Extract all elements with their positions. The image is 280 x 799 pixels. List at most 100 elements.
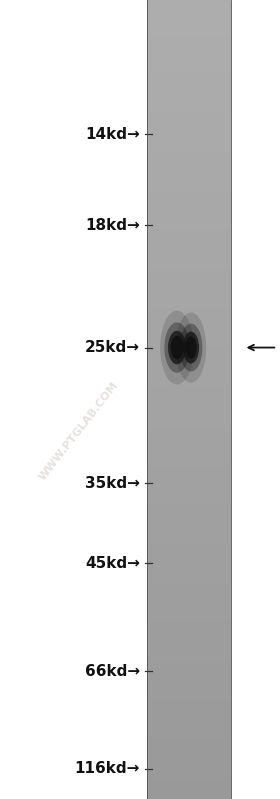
- Bar: [147, 149, 231, 152]
- Bar: [147, 781, 231, 783]
- Ellipse shape: [164, 323, 190, 372]
- Bar: [147, 392, 231, 394]
- Bar: [147, 447, 231, 450]
- Bar: [147, 682, 231, 685]
- Bar: [147, 32, 231, 34]
- Bar: [147, 663, 231, 666]
- Bar: [147, 245, 231, 248]
- Bar: [147, 597, 231, 599]
- Bar: [147, 482, 231, 485]
- Bar: [147, 653, 231, 655]
- Bar: [147, 242, 231, 245]
- Bar: [147, 634, 231, 637]
- Bar: [147, 114, 231, 117]
- Bar: [147, 647, 231, 650]
- Bar: [147, 16, 231, 18]
- Text: 45kd→: 45kd→: [85, 556, 140, 570]
- Bar: [147, 407, 231, 410]
- Bar: [147, 421, 231, 423]
- Bar: [147, 6, 231, 8]
- Text: 14kd→: 14kd→: [85, 127, 140, 141]
- Bar: [147, 575, 231, 578]
- Bar: [147, 650, 231, 653]
- Bar: [147, 50, 231, 54]
- Bar: [147, 138, 231, 141]
- Bar: [147, 320, 231, 322]
- Bar: [147, 759, 231, 761]
- Bar: [147, 141, 231, 144]
- Bar: [147, 368, 231, 370]
- Bar: [147, 397, 231, 400]
- Ellipse shape: [185, 336, 197, 359]
- Bar: [147, 277, 231, 280]
- Bar: [147, 386, 231, 389]
- Bar: [147, 304, 231, 306]
- Bar: [147, 109, 231, 112]
- Bar: [147, 610, 231, 613]
- Bar: [147, 248, 231, 250]
- Bar: [147, 26, 231, 30]
- Bar: [147, 176, 231, 178]
- Bar: [147, 144, 231, 146]
- Text: 25kd→: 25kd→: [85, 340, 140, 355]
- Bar: [147, 189, 231, 192]
- Bar: [147, 333, 231, 336]
- Bar: [147, 677, 231, 679]
- Ellipse shape: [160, 311, 194, 384]
- Bar: [147, 288, 231, 290]
- Bar: [147, 495, 231, 498]
- Ellipse shape: [176, 312, 206, 383]
- Bar: [147, 202, 231, 205]
- Bar: [147, 479, 231, 482]
- Bar: [147, 162, 231, 165]
- Bar: [147, 38, 231, 40]
- Bar: [147, 658, 231, 661]
- Bar: [147, 357, 231, 360]
- Bar: [147, 517, 231, 519]
- Bar: [147, 165, 231, 168]
- Bar: [147, 122, 231, 125]
- Bar: [147, 463, 231, 466]
- Bar: [147, 117, 231, 120]
- Bar: [147, 655, 231, 658]
- Bar: [147, 216, 231, 218]
- Bar: [147, 344, 231, 346]
- Bar: [147, 62, 231, 64]
- Bar: [147, 48, 231, 50]
- Bar: [147, 442, 231, 445]
- Bar: [147, 82, 231, 85]
- Bar: [147, 322, 231, 325]
- Bar: [147, 775, 231, 777]
- Bar: [147, 671, 231, 674]
- Bar: [147, 743, 231, 745]
- Bar: [147, 46, 231, 48]
- Bar: [147, 306, 231, 309]
- Bar: [147, 282, 231, 285]
- Bar: [147, 535, 231, 538]
- Bar: [147, 184, 231, 186]
- Bar: [147, 669, 231, 671]
- Bar: [147, 208, 231, 210]
- Text: WWW.PTGLAB.COM: WWW.PTGLAB.COM: [37, 380, 120, 483]
- Bar: [147, 0, 231, 2]
- Bar: [147, 538, 231, 541]
- Bar: [147, 727, 231, 729]
- Bar: [147, 24, 231, 26]
- Bar: [147, 729, 231, 733]
- Bar: [147, 8, 231, 10]
- Bar: [147, 336, 231, 338]
- Bar: [147, 607, 231, 610]
- Bar: [147, 737, 231, 741]
- Bar: [147, 349, 231, 352]
- Bar: [147, 783, 231, 785]
- Bar: [147, 578, 231, 581]
- Bar: [147, 14, 231, 16]
- Bar: [147, 661, 231, 663]
- Bar: [147, 229, 231, 232]
- Bar: [147, 530, 231, 533]
- Bar: [147, 431, 231, 434]
- Bar: [147, 717, 231, 719]
- Bar: [147, 96, 231, 98]
- Bar: [147, 615, 231, 618]
- Bar: [147, 749, 231, 751]
